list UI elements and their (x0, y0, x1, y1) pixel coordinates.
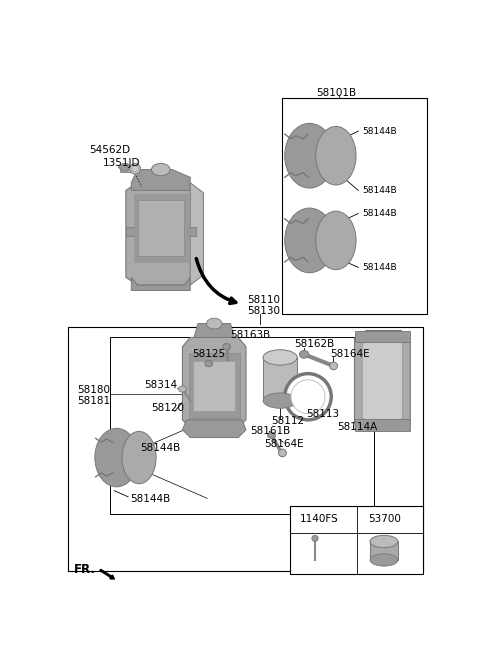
Ellipse shape (205, 361, 213, 367)
Ellipse shape (268, 432, 276, 438)
Bar (120, 166, 137, 172)
Text: 58164E: 58164E (330, 350, 369, 359)
Bar (290, 506, 423, 574)
Text: 58144B: 58144B (362, 263, 397, 272)
Ellipse shape (285, 123, 335, 188)
Ellipse shape (312, 535, 318, 541)
Text: 58113: 58113 (306, 409, 339, 419)
Ellipse shape (300, 350, 309, 358)
Text: 53700: 53700 (369, 514, 401, 524)
FancyArrow shape (100, 569, 114, 579)
Text: 58144B: 58144B (130, 494, 170, 504)
Bar (282, 98, 427, 314)
Ellipse shape (130, 163, 141, 174)
Text: 58144B: 58144B (362, 209, 397, 218)
Ellipse shape (133, 166, 141, 172)
Ellipse shape (223, 344, 230, 350)
Text: 58164E: 58164E (264, 440, 304, 449)
Polygon shape (132, 277, 190, 291)
Ellipse shape (278, 449, 286, 457)
Ellipse shape (316, 127, 356, 185)
Polygon shape (182, 337, 246, 428)
Text: 58101B: 58101B (316, 88, 356, 98)
Ellipse shape (370, 535, 398, 548)
Ellipse shape (152, 163, 170, 176)
Text: 58161B: 58161B (251, 426, 291, 436)
Text: 58112: 58112 (271, 417, 304, 426)
Text: 58144B: 58144B (140, 443, 180, 453)
Text: 58114A: 58114A (337, 422, 378, 432)
Bar (68, 327, 423, 571)
Ellipse shape (285, 208, 335, 273)
Text: 58144B: 58144B (362, 186, 397, 195)
Text: 58110: 58110 (248, 295, 280, 306)
Text: 1351JD: 1351JD (103, 158, 140, 169)
Ellipse shape (263, 393, 297, 408)
Polygon shape (182, 420, 246, 438)
Bar (263, 358, 297, 401)
Ellipse shape (291, 380, 325, 414)
Ellipse shape (330, 362, 337, 370)
Text: 58180: 58180 (77, 385, 110, 395)
Bar (189, 353, 240, 419)
Text: 58181: 58181 (77, 396, 110, 405)
Polygon shape (362, 338, 403, 423)
Text: 58120: 58120 (152, 403, 184, 413)
Bar (110, 337, 374, 514)
Bar (126, 226, 196, 236)
Text: 58130: 58130 (248, 306, 280, 316)
Text: FR.: FR. (74, 564, 96, 577)
Ellipse shape (263, 350, 297, 365)
Ellipse shape (285, 374, 331, 420)
Polygon shape (194, 323, 234, 337)
Ellipse shape (316, 211, 356, 270)
Text: 58163B: 58163B (230, 330, 271, 340)
Bar (137, 200, 184, 256)
Text: 58314: 58314 (144, 380, 177, 390)
Text: 54562D: 54562D (89, 146, 131, 155)
Polygon shape (190, 182, 204, 285)
Bar (370, 541, 398, 560)
Text: 58162B: 58162B (294, 339, 334, 350)
Polygon shape (126, 182, 196, 285)
Bar (133, 194, 188, 262)
Ellipse shape (95, 428, 138, 487)
Bar (193, 361, 235, 411)
Ellipse shape (122, 432, 156, 483)
Ellipse shape (206, 318, 222, 329)
Text: 1140FS: 1140FS (300, 514, 338, 524)
Ellipse shape (370, 554, 398, 566)
Bar (355, 331, 410, 342)
Text: 58125: 58125 (192, 350, 225, 359)
Polygon shape (355, 331, 410, 430)
Ellipse shape (179, 386, 186, 392)
Text: 58144B: 58144B (362, 127, 397, 136)
Polygon shape (132, 170, 190, 190)
Polygon shape (118, 163, 131, 171)
Bar (355, 419, 410, 430)
Ellipse shape (132, 166, 138, 172)
